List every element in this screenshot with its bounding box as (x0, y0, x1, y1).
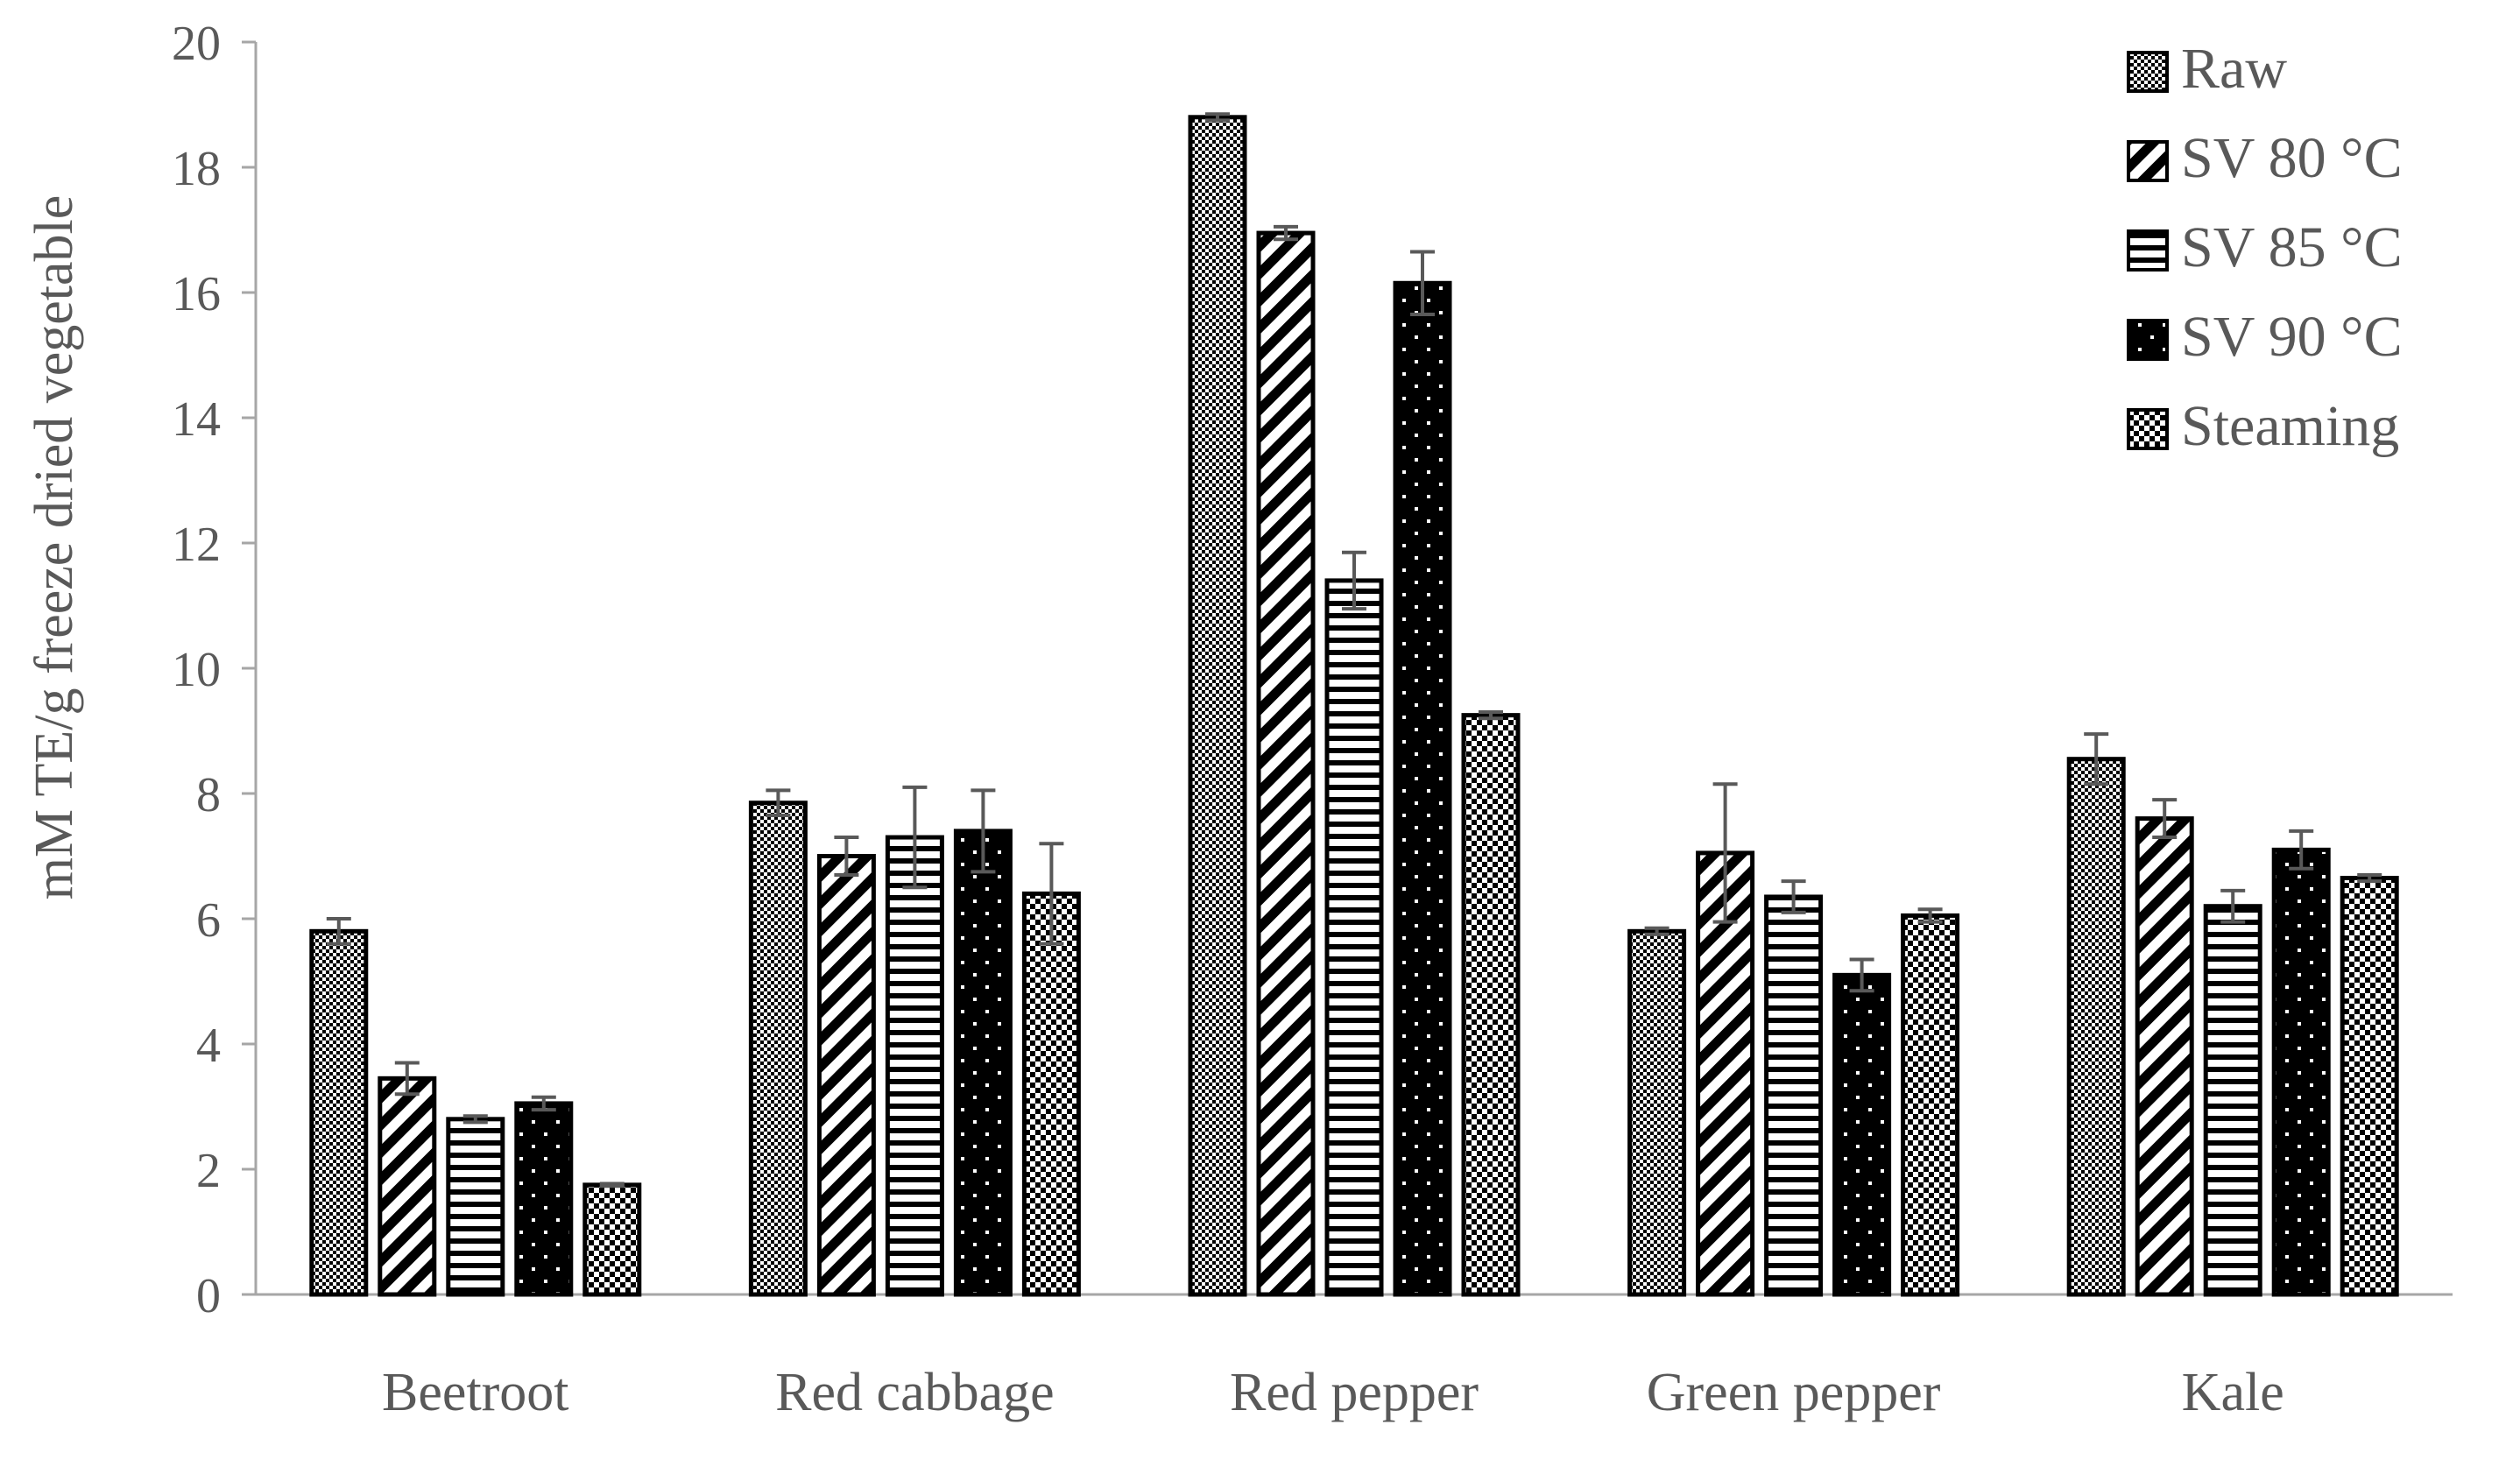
error-bar (2289, 829, 2314, 871)
bar-green-pepper-series-1 (1696, 850, 1755, 1297)
x-tick-label: Red cabbage (775, 1363, 1054, 1422)
bar-red-pepper-series-2 (1324, 578, 1384, 1297)
y-tick-label: 18 (172, 142, 221, 196)
legend-swatch (2127, 408, 2169, 450)
bars-layer (309, 115, 2399, 1297)
y-tick-label: 16 (172, 267, 221, 321)
bar-red-cabbage-series-1 (816, 854, 876, 1297)
bar-kale-series-0 (2066, 757, 2126, 1297)
legend: Raw SV 80 °C SV 85 °C SV 90 °C Steaming (2127, 37, 2403, 458)
bar-kale-series-2 (2203, 904, 2262, 1297)
bar-kale-series-1 (2135, 816, 2194, 1297)
error-bar (2152, 798, 2178, 840)
legend-label: SV 90 °C (2181, 305, 2403, 369)
error-bar (834, 836, 859, 877)
error-bar (1274, 224, 1298, 242)
y-tick-label: 20 (172, 17, 221, 71)
bar-red-cabbage-series-3 (953, 829, 1013, 1297)
bar-green-pepper-series-3 (1832, 972, 1892, 1297)
bar-beetroot-series-2 (446, 1117, 505, 1297)
bar-beetroot-series-3 (514, 1101, 574, 1297)
error-bar (2357, 872, 2382, 884)
x-tick-label: Kale (2182, 1363, 2284, 1422)
error-bar (462, 1114, 488, 1125)
error-bar (1712, 782, 1738, 924)
legend-label: Raw (2181, 37, 2287, 101)
error-bar (1205, 112, 1230, 123)
x-tick-label: Red pepper (1230, 1363, 1479, 1422)
error-bar (1039, 842, 1064, 946)
x-tick-label: Beetroot (382, 1363, 569, 1422)
legend-item: Raw (2127, 37, 2287, 101)
bar-beetroot-series-1 (378, 1076, 437, 1297)
error-bar (1644, 926, 1669, 936)
error-bar (766, 788, 791, 818)
legend-item: Steaming (2127, 394, 2399, 458)
legend-swatch (2127, 319, 2169, 361)
legend-label: SV 80 °C (2181, 126, 2403, 190)
bar-red-pepper-series-3 (1393, 280, 1452, 1297)
error-bar (326, 917, 351, 946)
y-tick-label: 10 (172, 643, 221, 697)
x-axis-labels: Beetroot Red cabbage Red pepper Green peppe… (382, 1363, 2284, 1422)
error-bar (1849, 957, 1874, 993)
legend-item: SV 90 °C (2127, 305, 2403, 369)
legend-item: SV 80 °C (2127, 126, 2403, 190)
error-bar (599, 1181, 625, 1188)
bar-green-pepper-series-2 (1764, 894, 1824, 1297)
error-bar (1781, 879, 1806, 914)
bar-red-pepper-series-1 (1256, 230, 1316, 1297)
legend-swatch (2127, 229, 2169, 272)
error-bar (531, 1095, 556, 1112)
y-tick-label: 6 (196, 893, 221, 948)
error-bar (971, 788, 996, 874)
bar-red-cabbage-series-0 (748, 801, 808, 1297)
legend-label: Steaming (2181, 394, 2399, 458)
bar-red-cabbage-series-2 (885, 835, 944, 1297)
y-tick-label: 8 (196, 768, 221, 822)
bar-kale-series-4 (2340, 876, 2399, 1297)
y-axis-title: mM TE/g freeze dried vegetable (25, 195, 84, 900)
legend-swatch (2127, 51, 2169, 93)
legend-swatch (2127, 140, 2169, 182)
error-bar (394, 1061, 420, 1097)
bar-beetroot-series-4 (582, 1182, 642, 1297)
error-bar (2220, 888, 2246, 924)
legend-item: SV 85 °C (2127, 215, 2403, 279)
bar-beetroot-series-0 (309, 928, 369, 1297)
bar-red-cabbage-series-4 (1021, 891, 1081, 1297)
y-tick-label: 14 (172, 392, 221, 447)
error-bar (2084, 732, 2109, 786)
error-bar (1410, 250, 1435, 317)
error-bar (1479, 710, 1503, 721)
bar-red-pepper-series-0 (1188, 115, 1247, 1297)
x-tick-label: Green pepper (1647, 1363, 1941, 1422)
bar-green-pepper-series-4 (1901, 913, 1960, 1297)
error-bar (1342, 550, 1366, 611)
bar-green-pepper-series-0 (1627, 928, 1687, 1297)
y-tick-label: 2 (196, 1144, 221, 1198)
y-axis-labels: 0 2 4 6 8 10 12 14 16 18 20 (172, 17, 221, 1323)
y-tick-label: 4 (196, 1019, 221, 1073)
y-tick-label: 0 (196, 1269, 221, 1323)
bar-red-pepper-series-4 (1461, 713, 1521, 1297)
error-bars-layer (326, 112, 2382, 1188)
error-bar (1917, 907, 1943, 924)
bar-kale-series-3 (2271, 847, 2331, 1297)
legend-label: SV 85 °C (2181, 215, 2403, 279)
error-bar (902, 785, 928, 890)
y-tick-label: 12 (172, 518, 221, 572)
